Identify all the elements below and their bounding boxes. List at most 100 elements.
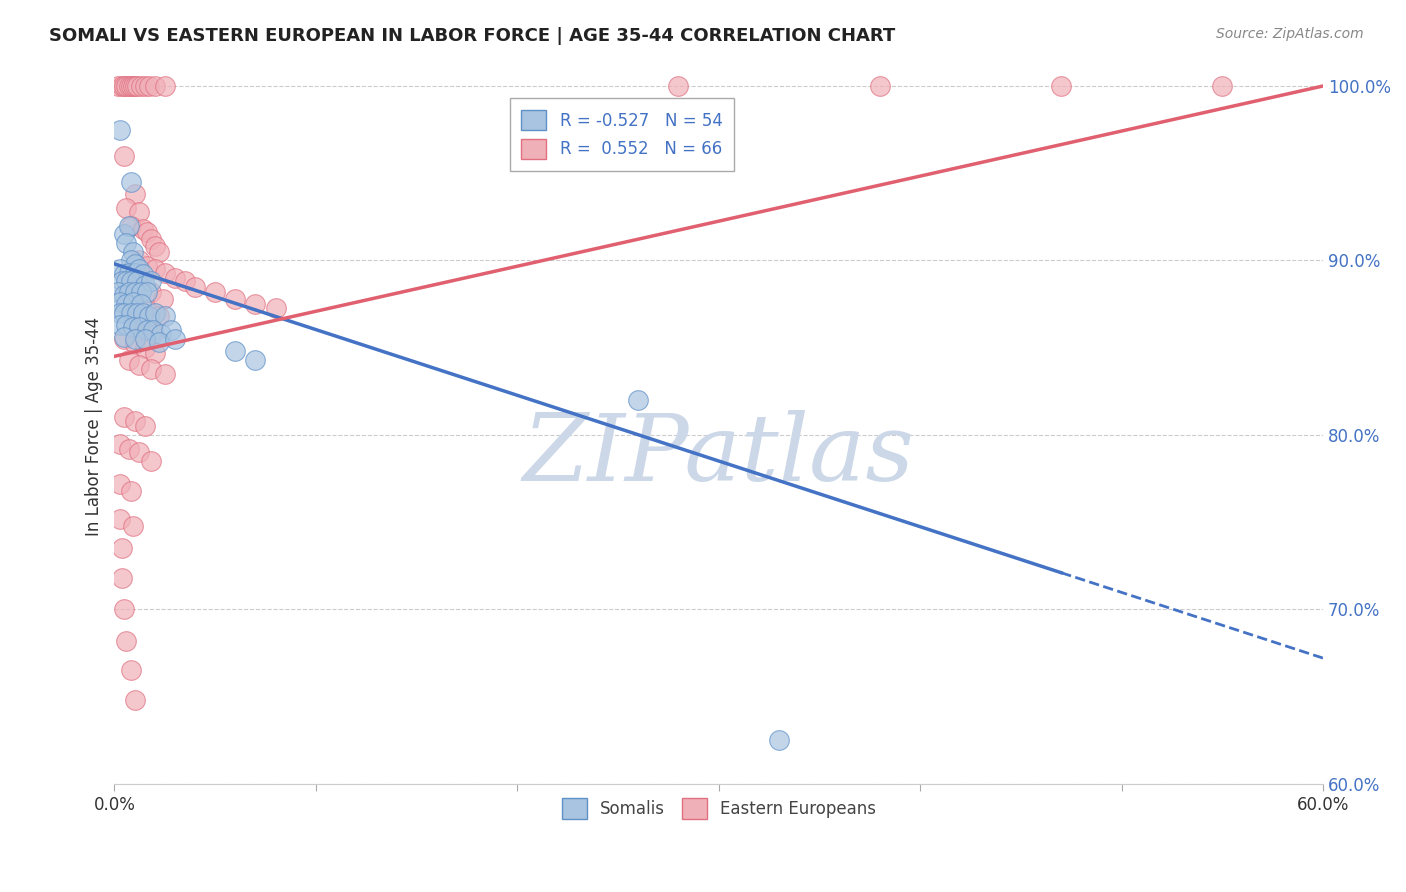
Point [124, 414, 146, 428]
Point [110, 295, 132, 310]
Point [110, 318, 132, 332]
Point [117, 78, 139, 93]
Point [134, 341, 156, 355]
Point [117, 285, 139, 299]
Point [121, 244, 143, 259]
Point [159, 323, 181, 337]
Point [128, 358, 150, 372]
Point [152, 292, 174, 306]
Point [142, 323, 165, 337]
Point [120, 219, 142, 233]
Point [124, 266, 146, 280]
Point [115, 235, 138, 250]
Point [114, 288, 136, 302]
Point [120, 483, 142, 498]
Point [153, 310, 176, 324]
Point [124, 693, 146, 707]
Point [124, 337, 146, 351]
Point [115, 274, 138, 288]
Point [121, 319, 143, 334]
Point [224, 344, 246, 359]
Point [143, 306, 166, 320]
Point [134, 277, 156, 292]
Point [110, 122, 132, 136]
Point [149, 326, 172, 341]
Point [114, 332, 136, 346]
Point [869, 78, 891, 93]
Point [124, 332, 146, 346]
Point [115, 633, 138, 648]
Point [163, 270, 186, 285]
Point [120, 274, 142, 288]
Point [107, 285, 129, 299]
Point [143, 262, 166, 277]
Point [184, 279, 207, 293]
Point [114, 330, 136, 344]
Point [125, 306, 148, 320]
Point [153, 266, 176, 280]
Point [128, 253, 150, 268]
Point [110, 262, 132, 277]
Point [120, 253, 142, 268]
Point [120, 664, 142, 678]
Point [768, 733, 790, 747]
Point [134, 332, 156, 346]
Point [134, 302, 156, 317]
Point [115, 297, 138, 311]
Point [135, 285, 157, 299]
Point [1050, 78, 1073, 93]
Point [120, 175, 142, 189]
Point [131, 222, 153, 236]
Point [117, 266, 139, 280]
Point [148, 244, 170, 259]
Point [264, 301, 287, 315]
Point [148, 335, 170, 350]
Point [114, 306, 136, 320]
Point [139, 285, 162, 299]
Point [121, 295, 143, 310]
Point [129, 297, 152, 311]
Point [138, 78, 160, 93]
Point [121, 319, 143, 334]
Point [163, 332, 186, 346]
Text: ZIPatlas: ZIPatlas [523, 409, 915, 500]
Point [1211, 78, 1233, 93]
Point [204, 285, 226, 299]
Point [107, 78, 129, 93]
Point [128, 204, 150, 219]
Point [668, 78, 690, 93]
Point [110, 306, 132, 320]
Point [139, 361, 162, 376]
Point [245, 297, 267, 311]
Point [114, 268, 136, 282]
Point [174, 274, 197, 288]
Point [148, 310, 170, 324]
Point [120, 306, 142, 320]
Point [142, 326, 165, 341]
Point [111, 274, 134, 288]
Point [138, 310, 160, 324]
Point [134, 419, 156, 434]
Point [128, 274, 150, 288]
Point [135, 226, 157, 240]
Point [153, 367, 176, 381]
Point [125, 78, 148, 93]
Point [131, 306, 153, 320]
Point [139, 454, 162, 468]
Point [114, 227, 136, 242]
Point [114, 410, 136, 425]
Point [110, 511, 132, 525]
Point [111, 541, 134, 556]
Point [120, 78, 142, 93]
Point [111, 571, 134, 585]
Point [131, 268, 153, 282]
Point [125, 274, 148, 288]
Point [153, 78, 176, 93]
Text: SOMALI VS EASTERN EUROPEAN IN LABOR FORCE | AGE 35-44 CORRELATION CHART: SOMALI VS EASTERN EUROPEAN IN LABOR FORC… [49, 27, 896, 45]
Point [129, 285, 152, 299]
Point [110, 436, 132, 450]
Point [143, 346, 166, 360]
Point [124, 257, 146, 271]
Point [128, 262, 150, 277]
Point [114, 602, 136, 616]
